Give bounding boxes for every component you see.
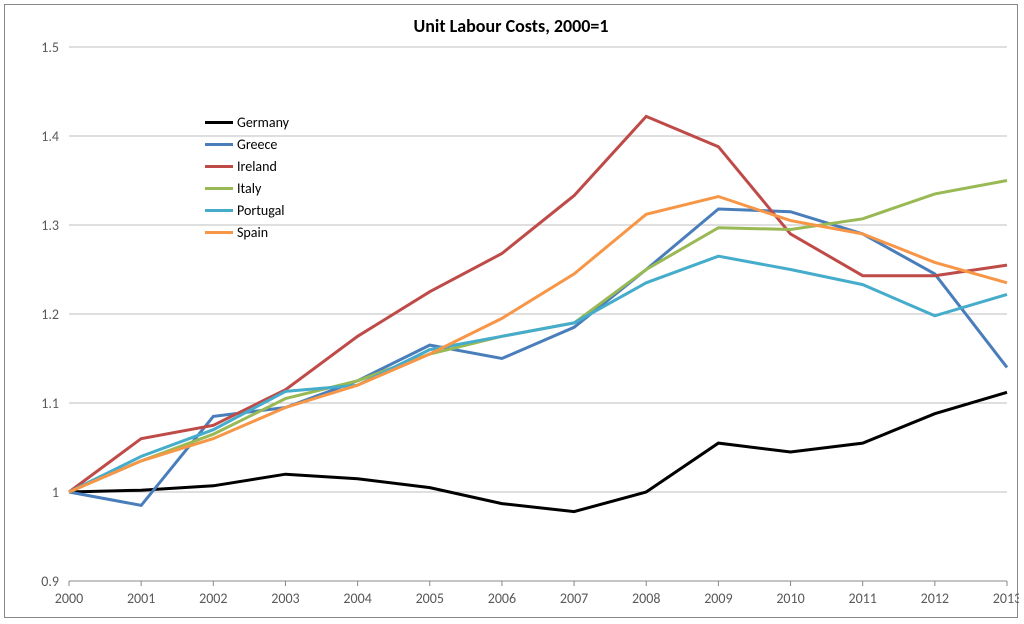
x-tick-label: 2005 <box>416 590 444 607</box>
y-tick-label: 0.9 <box>41 573 59 590</box>
legend-label: Germany <box>237 114 289 131</box>
series-greece <box>69 209 1007 505</box>
x-tick-label: 2001 <box>127 590 155 607</box>
series-germany <box>69 392 1007 511</box>
legend-label: Greece <box>237 136 277 153</box>
y-tick-label: 1.2 <box>41 306 59 323</box>
legend-item-greece: Greece <box>205 133 289 155</box>
legend-label: Italy <box>237 180 261 197</box>
legend-item-germany: Germany <box>205 111 289 133</box>
chart-frame: Unit Labour Costs, 2000=1 0.911.11.21.31… <box>4 4 1018 618</box>
legend-item-spain: Spain <box>205 221 289 243</box>
x-tick-label: 2008 <box>632 590 660 607</box>
legend-swatch <box>205 143 233 146</box>
x-tick-label: 2010 <box>776 590 804 607</box>
y-tick-label: 1.5 <box>41 39 59 56</box>
chart-plot: 0.9 1 1.1 1.2 1.3 1.4 1.5 2000 2001 2002 2003 2004 2… <box>5 5 1019 619</box>
x-tick-label: 2011 <box>848 590 876 607</box>
x-tick-label: 2004 <box>343 590 371 607</box>
legend-swatch <box>205 187 233 190</box>
y-tick-label: 1.3 <box>41 217 59 234</box>
y-tick-label: 1.1 <box>41 395 59 412</box>
x-tick-label: 2003 <box>271 590 299 607</box>
x-tick-label: 2009 <box>704 590 732 607</box>
legend-swatch <box>205 231 233 234</box>
legend-swatch <box>205 165 233 168</box>
legend-label: Ireland <box>237 158 277 175</box>
legend-item-portugal: Portugal <box>205 199 289 221</box>
legend-item-ireland: Ireland <box>205 155 289 177</box>
y-tick-label: 1.4 <box>41 128 59 145</box>
legend-swatch <box>205 121 233 124</box>
y-tick-label: 1 <box>52 484 59 501</box>
legend-label: Portugal <box>237 202 285 219</box>
legend: Germany Greece Ireland Italy Portugal Spain <box>205 111 289 243</box>
legend-swatch <box>205 209 233 212</box>
x-tick-label: 2002 <box>199 590 227 607</box>
x-tick-label: 2000 <box>55 590 83 607</box>
legend-item-italy: Italy <box>205 177 289 199</box>
x-tick-label: 2006 <box>488 590 516 607</box>
x-tick-label: 2012 <box>921 590 949 607</box>
x-tick-label: 2013 <box>993 590 1019 607</box>
x-tick-label: 2007 <box>560 590 588 607</box>
legend-label: Spain <box>237 224 268 241</box>
series-portugal <box>69 256 1007 492</box>
